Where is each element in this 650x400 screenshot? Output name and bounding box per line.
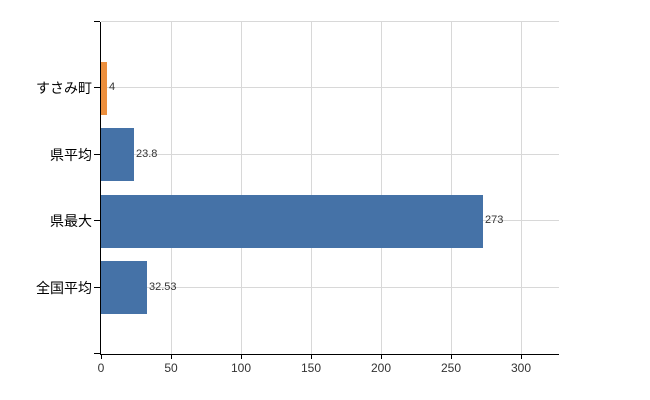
x-axis-tick-label: 0 xyxy=(97,361,105,375)
category-label: 県平均 xyxy=(50,147,92,163)
v-gridline xyxy=(521,22,522,354)
y-axis-tick xyxy=(94,287,100,288)
h-gridline xyxy=(101,87,559,88)
v-gridline xyxy=(171,22,172,354)
v-gridline xyxy=(241,22,242,354)
y-axis-line xyxy=(100,22,101,355)
y-axis-tick xyxy=(94,87,100,88)
value-label: 23.8 xyxy=(136,148,158,160)
category-label: 県最大 xyxy=(50,213,92,229)
x-axis-tick xyxy=(101,355,102,359)
x-axis-tick xyxy=(521,355,522,359)
x-axis-tick-label: 150 xyxy=(300,361,322,375)
v-gridline xyxy=(381,22,382,354)
x-axis-tick xyxy=(381,355,382,359)
x-axis-tick-label: 50 xyxy=(164,361,178,375)
x-axis-tick-label: 250 xyxy=(440,361,462,375)
value-label: 273 xyxy=(485,214,504,226)
v-gridline xyxy=(451,22,452,354)
category-label: 全国平均 xyxy=(36,280,92,296)
bar xyxy=(101,195,483,248)
value-label: 32.53 xyxy=(149,281,177,293)
x-axis-tick xyxy=(451,355,452,359)
y-axis-tick xyxy=(94,21,100,22)
y-axis-tick xyxy=(94,154,100,155)
h-gridline xyxy=(101,21,559,22)
x-axis-tick xyxy=(311,355,312,359)
y-axis-tick xyxy=(94,220,100,221)
x-axis-tick xyxy=(241,355,242,359)
h-gridline xyxy=(101,287,559,288)
x-axis-tick-label: 100 xyxy=(230,361,252,375)
category-label: すさみ町 xyxy=(36,80,92,96)
y-axis-tick xyxy=(94,353,100,354)
x-axis-line xyxy=(100,354,559,355)
bar xyxy=(101,62,107,115)
x-axis-tick-label: 200 xyxy=(370,361,392,375)
h-gridline xyxy=(101,154,559,155)
v-gridline xyxy=(311,22,312,354)
bar xyxy=(101,261,147,314)
bar xyxy=(101,128,134,181)
x-axis-tick xyxy=(171,355,172,359)
value-label: 4 xyxy=(109,81,116,93)
x-axis-tick-label: 300 xyxy=(510,361,532,375)
